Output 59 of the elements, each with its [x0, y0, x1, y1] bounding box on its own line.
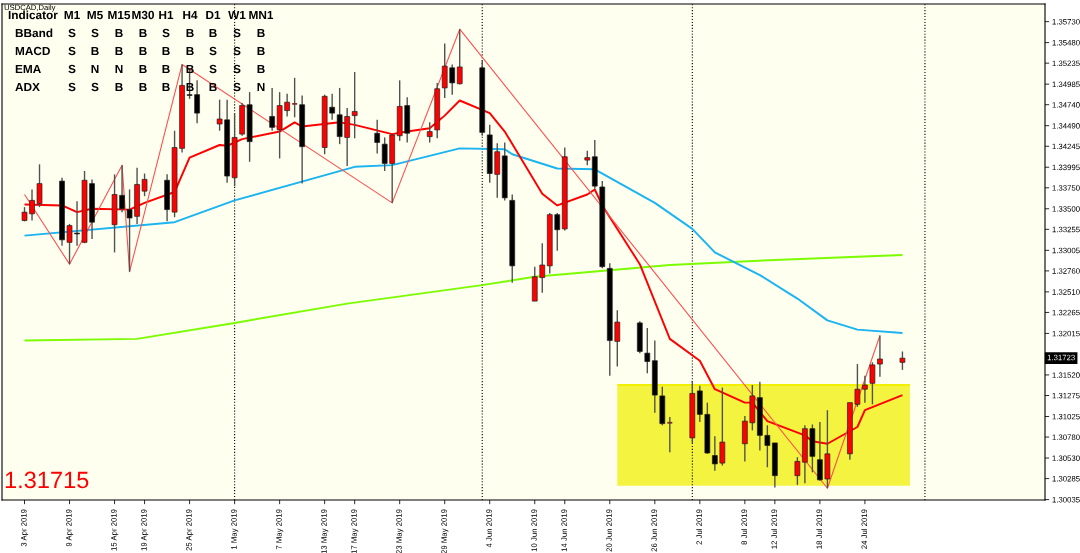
annotation: B	[186, 46, 194, 56]
annotation: N	[91, 64, 99, 74]
annotation: MACD	[15, 46, 50, 56]
annotation: 1.31715	[5, 471, 89, 489]
candlestick	[291, 77, 299, 118]
candlestick	[666, 416, 674, 453]
annotation: S	[233, 46, 241, 56]
candlestick	[456, 28, 463, 86]
annotation: B	[115, 28, 123, 38]
annotation: S	[209, 64, 217, 74]
annotation: S	[162, 28, 170, 38]
annotation: S	[68, 28, 76, 38]
annotation: B	[91, 46, 99, 56]
annotation: B	[139, 46, 147, 56]
annotation: B	[209, 82, 217, 92]
annotation: B	[162, 46, 170, 56]
annotation: S	[91, 82, 99, 92]
annotation: MN1	[249, 10, 274, 20]
annotation: M30	[132, 10, 154, 20]
annotation: B	[115, 82, 123, 92]
annotation: BBand	[15, 28, 53, 38]
annotation: B	[209, 28, 217, 38]
annotation: S	[91, 28, 99, 38]
annotation: S	[68, 82, 76, 92]
annotation: EMA	[15, 64, 41, 74]
candlestick	[426, 121, 433, 144]
candlestick	[899, 350, 906, 371]
line-series	[23, 253, 904, 342]
annotation: S	[68, 46, 76, 56]
candlestick	[269, 87, 275, 132]
annotation: B	[257, 28, 265, 38]
annotation: B	[139, 64, 147, 74]
annotation: S	[233, 28, 241, 38]
annotation: M5	[87, 10, 103, 20]
annotation: B	[257, 64, 265, 74]
candlestick	[374, 119, 381, 155]
annotation: S	[209, 46, 217, 56]
annotation: M15	[108, 10, 131, 20]
annotation: D1	[206, 10, 221, 20]
annotation: S	[68, 64, 76, 74]
annotation: S	[233, 82, 241, 92]
annotation: B	[139, 28, 147, 38]
annotation: B	[139, 82, 147, 92]
candlestick	[644, 327, 651, 374]
annotation: B	[257, 46, 265, 56]
annotation: N	[115, 64, 123, 74]
annotation: Indicator	[8, 10, 58, 20]
annotation: H1	[159, 10, 174, 20]
annotation: B	[115, 46, 123, 56]
annotation: M1	[64, 10, 80, 20]
annotation: B	[162, 64, 170, 74]
annotation: W1	[228, 10, 246, 20]
line-series	[23, 147, 904, 334]
annotation: H4	[183, 10, 198, 20]
annotation: B	[162, 82, 170, 92]
annotation: ADX	[15, 82, 40, 92]
annotation: N	[257, 82, 265, 92]
annotation: S	[233, 64, 241, 74]
annotation: B	[186, 28, 194, 38]
